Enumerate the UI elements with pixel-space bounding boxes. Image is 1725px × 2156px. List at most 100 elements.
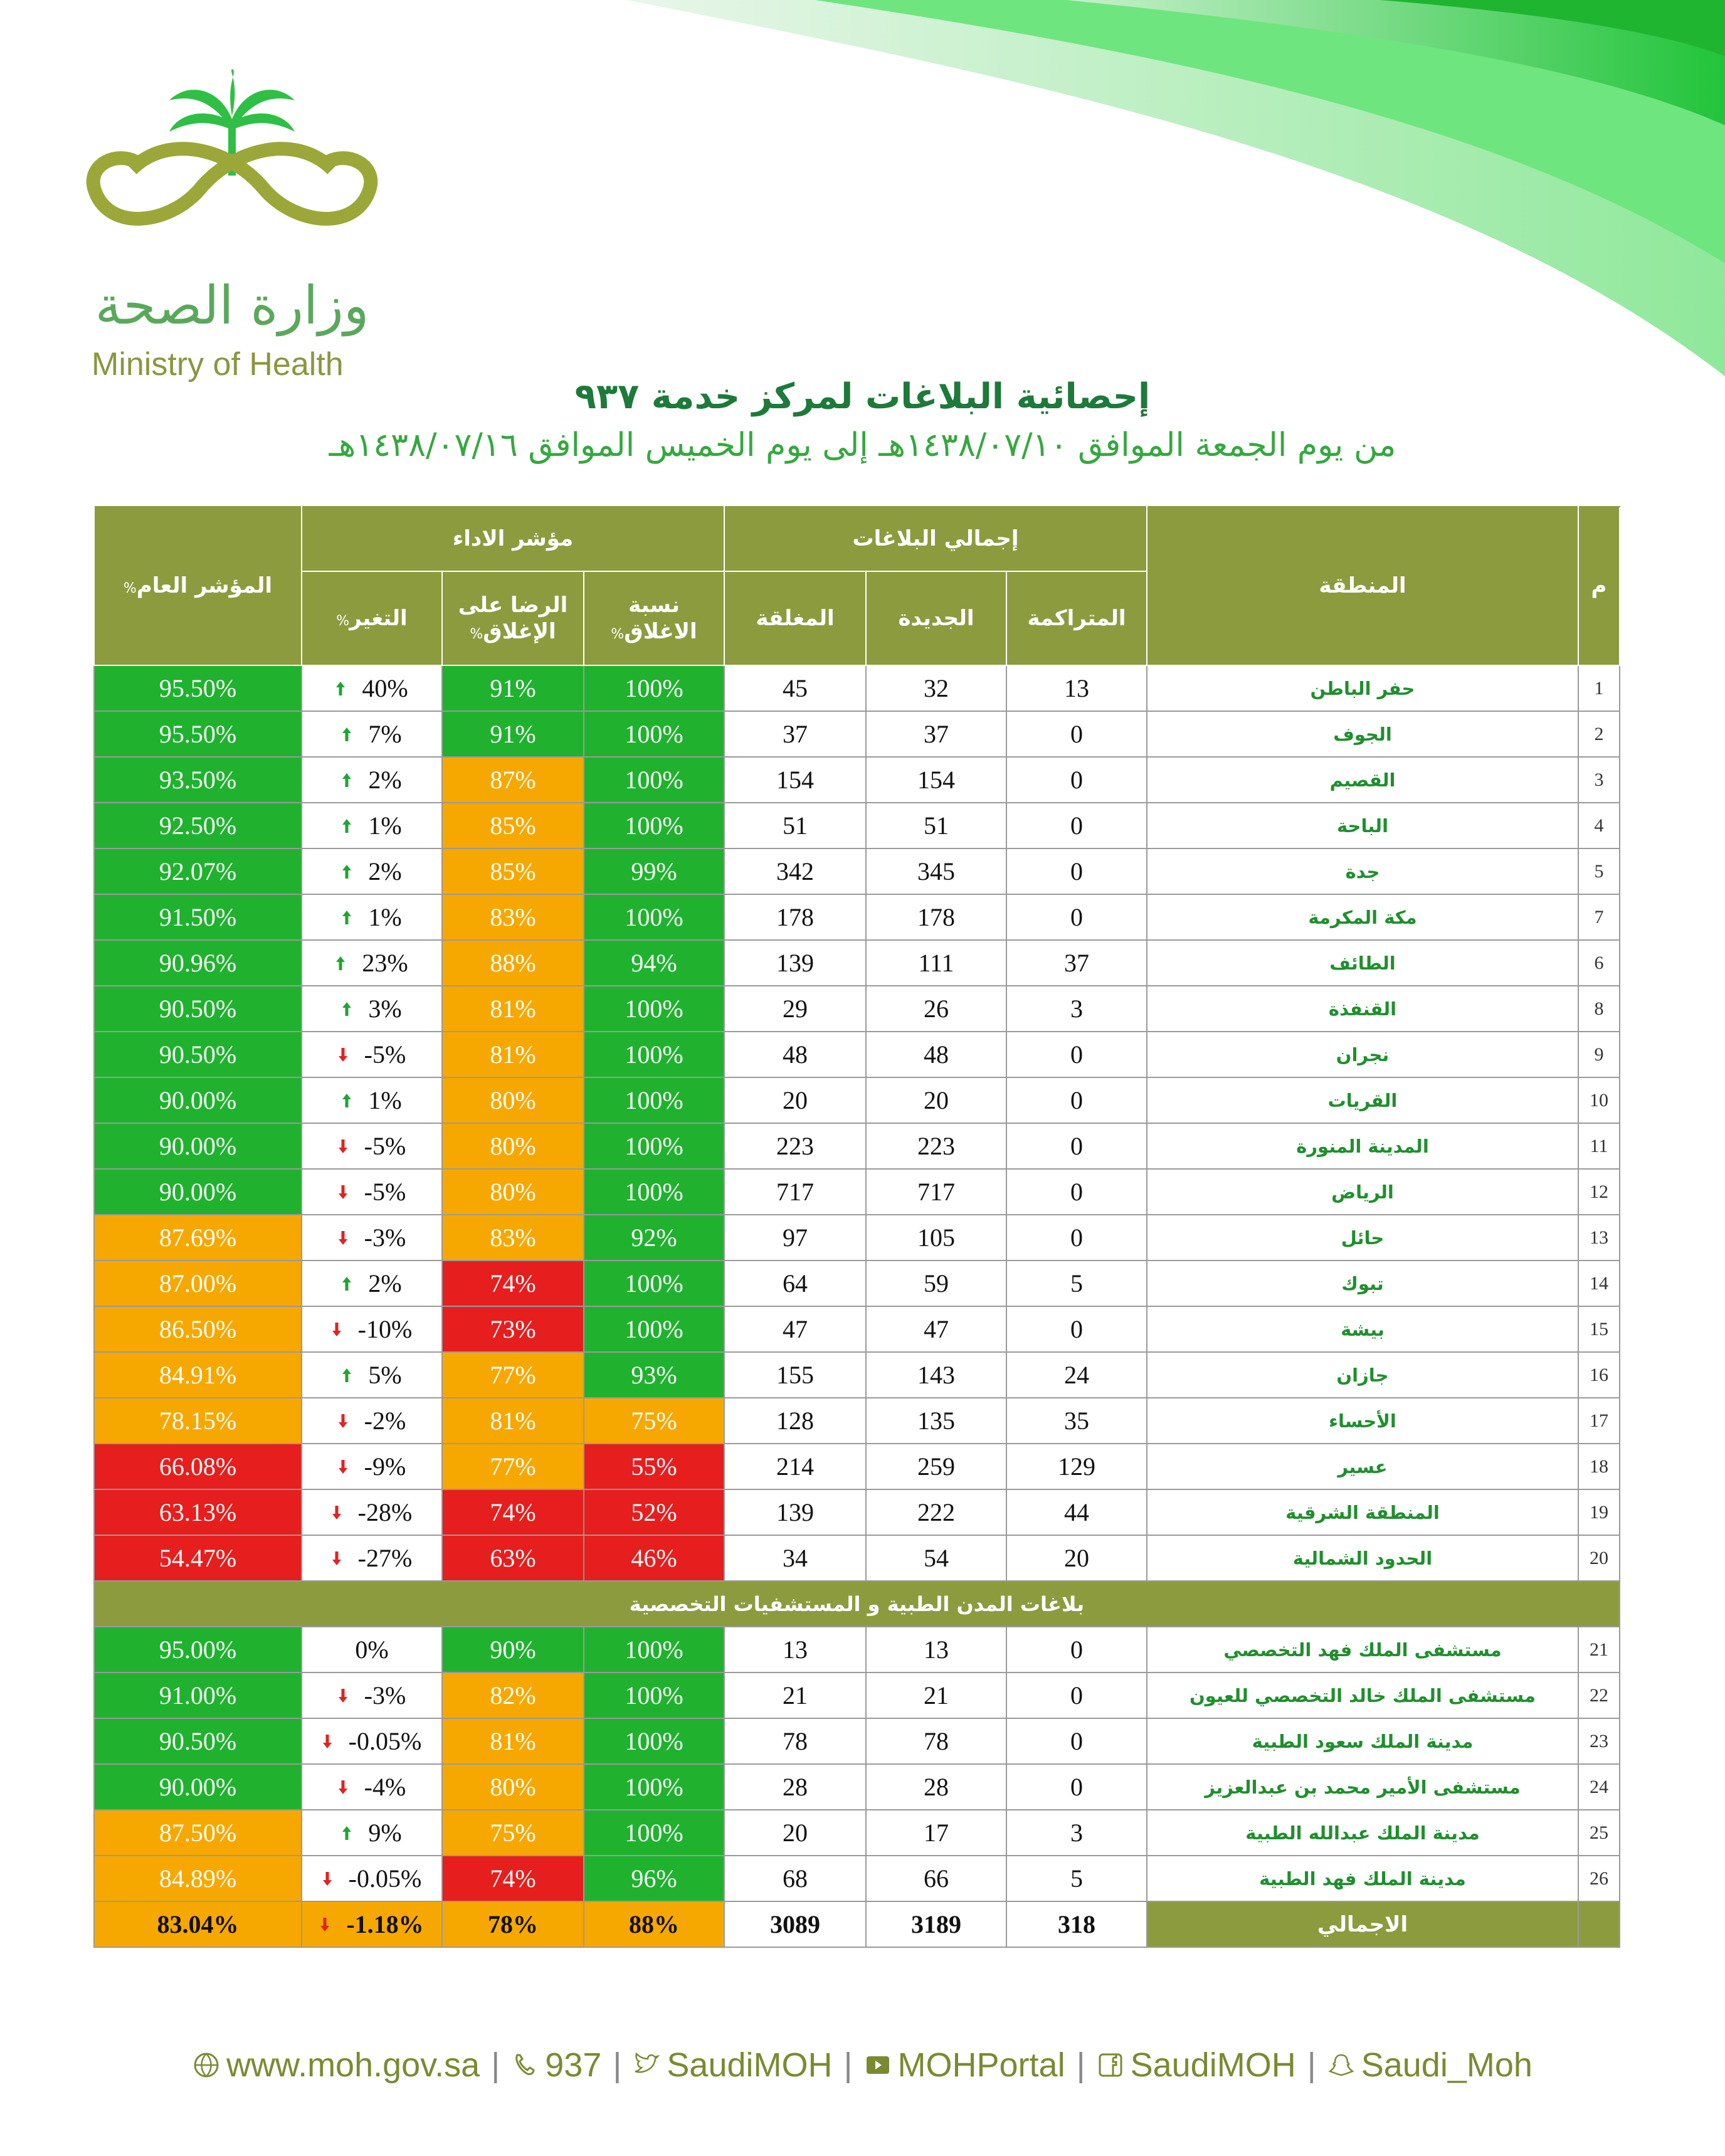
cell-closure: 93% <box>583 1351 725 1398</box>
cell-change: 9% <box>301 1809 443 1856</box>
change-value: 2% <box>368 766 402 794</box>
cell-region: الرياض <box>1146 1168 1579 1215</box>
change-value: -2% <box>364 1407 406 1435</box>
cell-closure: 100% <box>583 1168 725 1215</box>
cell-accumulated: 129 <box>1006 1443 1147 1490</box>
table-row: 12 الرياض 0 717 717 100% 80% -5% 90.00% <box>93 1168 1620 1215</box>
cell-region: مدينة الملك عبدالله الطبية <box>1146 1809 1579 1856</box>
cell-general: 84.91% <box>93 1351 302 1398</box>
cell-value: 77% <box>490 1452 536 1481</box>
table-row: 14 تبوك 5 59 64 100% 74% 2% 87.00% <box>93 1260 1620 1307</box>
change-wrap: -5% <box>303 1131 441 1161</box>
cell-no: 15 <box>1578 1306 1620 1353</box>
cell-value: 100% <box>625 1315 683 1343</box>
cell-satisfaction: 80% <box>441 1123 584 1170</box>
cell-closed: 178 <box>724 894 867 941</box>
cell-value: 21 <box>1590 1639 1608 1660</box>
cell-value: 3 <box>1070 995 1083 1023</box>
trend-arrow <box>338 1230 347 1245</box>
cell-general: 95.50% <box>93 711 302 758</box>
cell-general: 54.47% <box>93 1535 302 1582</box>
cell-region: المنطقة الشرقية <box>1146 1489 1579 1536</box>
region-name: الرياض <box>1331 1181 1394 1203</box>
cell-value: 214 <box>776 1452 814 1481</box>
cell-change: -9% <box>301 1443 443 1490</box>
cell-general: 83.04% <box>93 1901 302 1948</box>
cell-value: 90.00% <box>159 1773 237 1801</box>
cell-satisfaction: 91% <box>441 665 584 712</box>
section-title: بلاغات المدن الطبية و المستشفيات التخصصي… <box>93 1580 1620 1627</box>
change-value: -0.05% <box>348 1864 422 1893</box>
cell-satisfaction: 77% <box>441 1351 584 1398</box>
table-row: 6 الطائف 37 111 139 94% 88% 23% 90.96% <box>93 939 1620 986</box>
cell-new: 32 <box>865 665 1007 712</box>
cell-region: الجوف <box>1146 711 1579 758</box>
footer-item: SaudiMOH <box>1097 2046 1296 2085</box>
cell-general: 92.50% <box>93 802 302 849</box>
change-value: -10% <box>357 1315 413 1343</box>
footer-separator: | <box>1307 2046 1316 2084</box>
cell-satisfaction: 74% <box>441 1489 584 1536</box>
cell-satisfaction: 83% <box>441 894 584 941</box>
region-name: مستشفى الأمير محمد بن عبدالعزيز <box>1205 1776 1521 1798</box>
cell-satisfaction: 81% <box>441 1031 584 1078</box>
cell-value: 81% <box>490 995 536 1023</box>
cell-new: 37 <box>865 711 1007 758</box>
cell-value: 20 <box>783 1086 808 1114</box>
change-wrap: 5% <box>303 1360 441 1390</box>
cell-new: 28 <box>865 1763 1007 1810</box>
cell-change: -0.05% <box>301 1718 443 1765</box>
cell-new: 17 <box>865 1809 1007 1856</box>
region-name: مدينة الملك فهد الطبية <box>1259 1868 1466 1889</box>
cell-value: 0 <box>1070 811 1083 840</box>
cell-value: 100% <box>625 903 683 931</box>
cell-value: 100% <box>625 766 683 794</box>
cell-change: 5% <box>301 1351 443 1398</box>
cell-value: 0 <box>1070 766 1083 794</box>
cell-value: 100% <box>625 995 683 1023</box>
cell-closure: 100% <box>583 802 725 849</box>
cell-value: 100% <box>625 1635 683 1664</box>
cell-change: 3% <box>301 985 443 1032</box>
cell-region: مكة المكرمة <box>1146 894 1579 941</box>
cell-satisfaction: 87% <box>441 756 584 803</box>
trend-arrow <box>320 1917 330 1931</box>
cell-general: 90.50% <box>93 1031 302 1078</box>
cell-value: 3 <box>1070 1819 1083 1847</box>
change-wrap: -28% <box>303 1498 441 1527</box>
cell-value: 29 <box>783 995 808 1023</box>
cell-closure: 96% <box>583 1855 725 1902</box>
cell-no: 23 <box>1578 1718 1620 1765</box>
trend-arrow <box>342 1826 352 1840</box>
cell-region: تبوك <box>1146 1260 1579 1307</box>
change-value: -5% <box>364 1178 406 1206</box>
cell-accumulated: 0 <box>1006 1763 1147 1810</box>
cell-accumulated: 0 <box>1006 1306 1147 1353</box>
cell-satisfaction: 73% <box>441 1306 584 1353</box>
table-row: 20 الحدود الشمالية 20 54 34 46% 63% -27% 54.47% <box>93 1535 1620 1582</box>
header-cell: الرضا على الإغلاق% <box>441 571 584 666</box>
cell-no: 22 <box>1578 1672 1620 1719</box>
cell-value: 83% <box>490 1223 536 1252</box>
footer-icon <box>1099 2053 1122 2077</box>
cell-value: 100% <box>625 1132 683 1160</box>
cell-region: الاجمالي <box>1146 1901 1579 1948</box>
header-cell: الجديدة <box>865 571 1007 666</box>
cell-value: 4 <box>1594 815 1604 836</box>
cell-closed: 51 <box>724 802 867 849</box>
region-name: القريات <box>1327 1089 1398 1111</box>
cell-closed: 64 <box>724 1260 867 1307</box>
cell-closure: 100% <box>583 1672 725 1719</box>
cell-value: 10 <box>1590 1089 1608 1111</box>
change-value: -1.18% <box>346 1910 424 1938</box>
cell-value: 0 <box>1070 1040 1083 1069</box>
cell-closed: 154 <box>724 756 867 803</box>
footer-text: Saudi_Moh <box>1361 2046 1532 2084</box>
cell-region: مدينة الملك فهد الطبية <box>1146 1855 1579 1902</box>
header-cell: المغلقة <box>724 571 867 666</box>
table-row: 17 الأحساء 35 135 128 75% 81% -2% 78.15% <box>93 1397 1620 1444</box>
cell-value: 100% <box>625 1819 683 1847</box>
cell-value: 54.47% <box>159 1544 237 1572</box>
table-row: 13 حائل 0 105 97 92% 83% -3% 87.69% <box>93 1214 1620 1261</box>
